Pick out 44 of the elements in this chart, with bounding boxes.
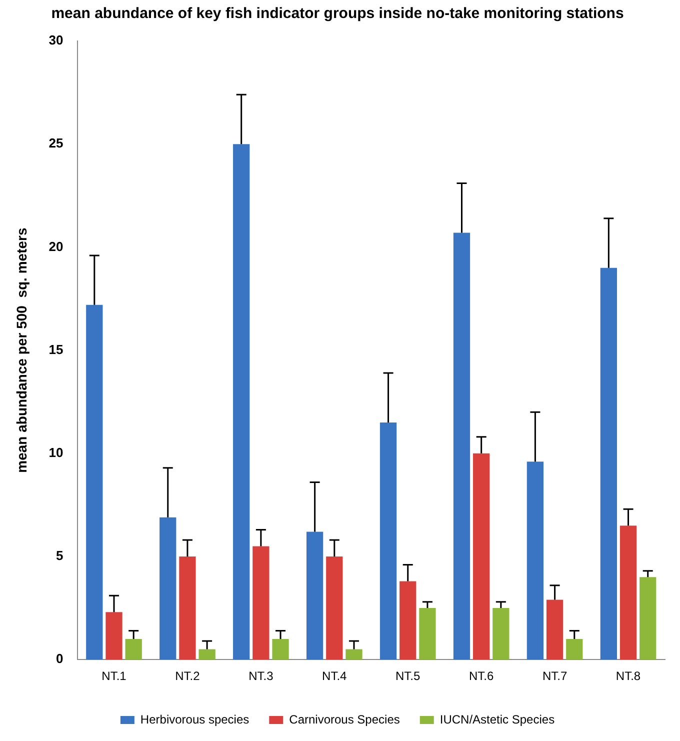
bar [346, 649, 362, 660]
bar [86, 304, 103, 660]
bar [198, 649, 216, 660]
y-tick-label: 5 [56, 548, 64, 564]
y-tick-label: 25 [48, 136, 64, 151]
bar [326, 556, 343, 660]
legend-label: IUCN/Astetic Species [440, 712, 555, 726]
bar [492, 608, 510, 660]
y-tick-label: 30 [48, 32, 64, 48]
x-tick-label: NT.2 [175, 669, 200, 684]
y-axis-title: mean abundance per 500 sq. meters [13, 228, 30, 473]
bar [400, 581, 416, 660]
bar [566, 638, 583, 660]
bar [526, 462, 544, 660]
bar [306, 532, 324, 660]
x-tick-label: NT.5 [396, 669, 421, 684]
y-tick-label: 0 [56, 651, 64, 666]
x-tick-label: NT.1 [102, 669, 127, 684]
y-tick-label: 15 [48, 342, 64, 357]
bar [106, 612, 122, 660]
x-tick-label: NT.4 [322, 669, 348, 684]
bar [640, 577, 656, 660]
x-tick-label: NT.6 [468, 669, 494, 684]
bar [380, 422, 397, 660]
x-tick-label: NT.8 [616, 669, 641, 684]
x-tick-label: NT.3 [248, 669, 274, 684]
bar [252, 546, 270, 660]
bar [419, 608, 436, 660]
y-tick-label: 10 [48, 444, 64, 460]
bar [125, 638, 142, 660]
bar [546, 600, 564, 660]
bar [620, 526, 637, 660]
x-tick-label: NT.7 [542, 669, 568, 684]
bar [233, 144, 250, 660]
bar [179, 556, 196, 660]
legend-label: Herbivorous species [140, 712, 250, 726]
y-tick-label: 20 [48, 238, 64, 254]
bar [473, 453, 490, 660]
legend-label: Carnivorous Species [289, 712, 400, 726]
bar [453, 232, 470, 660]
bar [600, 268, 617, 660]
bar [160, 517, 176, 660]
chart-title: mean abundance of key fish indicator groups inside no-take monitoring stations [51, 5, 624, 22]
bar [272, 638, 289, 660]
